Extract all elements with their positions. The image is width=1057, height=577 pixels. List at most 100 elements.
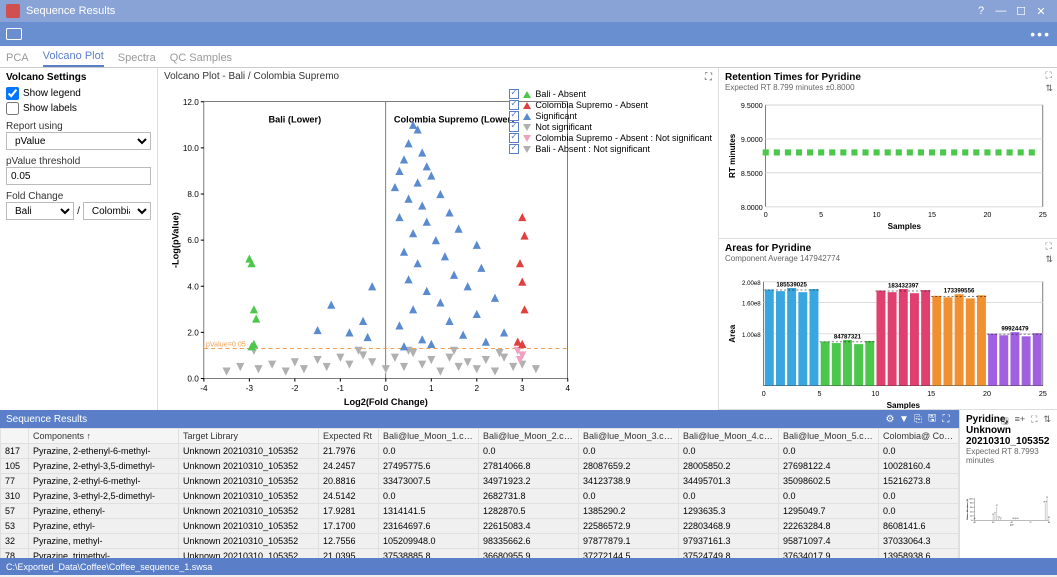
tab-volcano-plot[interactable]: Volcano Plot [43,50,104,67]
svg-text:20.0: 20.0 [970,516,974,518]
expand-icon[interactable]: ⛶ [1031,414,1037,430]
filter-icon[interactable]: ▼ [897,414,911,425]
link-icon[interactable]: ⇅ [1045,83,1053,94]
svg-text:185539025: 185539025 [776,281,807,288]
status-path: C:\Exported_Data\Coffee\Coffee_sequence_… [6,562,212,572]
volcano-legend: Bali - AbsentColombia Supremo - AbsentSi… [509,88,712,155]
expand-icon[interactable]: ⛶ [1045,241,1053,252]
col-header[interactable]: Components ↑ [29,429,179,444]
svg-text:183432397: 183432397 [888,283,919,290]
threshold-input[interactable] [6,167,151,185]
table-row[interactable]: 310Pyrazine, 3-ethyl-2,5-dimethyl-Unknow… [1,489,959,504]
settings-icon[interactable]: ⚙ [883,414,897,425]
svg-text:80: 80 [1048,517,1050,519]
col-header[interactable]: Expected Rt [319,429,379,444]
area-title: Areas for Pyridine [725,243,1051,254]
fold-b-select[interactable]: Colombia Supremo [83,202,151,220]
svg-text:10: 10 [873,211,881,219]
col-header[interactable] [1,429,29,444]
svg-text:99924479: 99924479 [1001,326,1029,333]
minimize-button[interactable]: — [991,5,1011,17]
help-button[interactable]: ? [971,5,991,17]
table-row[interactable]: 105Pyrazine, 2-ethyl-3,5-dimethyl-Unknow… [1,459,959,474]
svg-text:20: 20 [983,390,991,398]
legend-item[interactable]: Colombia Supremo - Absent : Not signific… [509,133,712,143]
fold-change-label: Fold Change [6,191,151,202]
svg-text:62 63 64: 62 63 64 [1012,518,1018,520]
svg-text:79: 79 [1046,497,1048,499]
svg-text:70: 70 [1029,522,1032,524]
list-icon[interactable]: ≡+ [1015,414,1026,430]
svg-text:4: 4 [565,384,570,393]
spectrum-panel: Pyridine, Unknown 20210310_105352 Expect… [960,410,1057,558]
table-row[interactable]: 57Pyrazine, ethenyl-Unknown 20210310_105… [1,504,959,519]
col-header[interactable]: Colombia@ Colombia r [879,429,959,444]
svg-text:0: 0 [764,211,768,219]
export-icon[interactable]: 🖫 [925,411,939,428]
svg-text:m/z: m/z [1010,525,1014,527]
col-header[interactable]: Bali@lue_Moon_4.cdf Bali [679,429,779,444]
legend-item[interactable]: Bali - Absent [509,89,712,99]
svg-text:40.0: 40.0 [970,511,974,513]
svg-text:2.0: 2.0 [187,328,199,337]
tab-spectra[interactable]: Spectra [118,52,156,67]
sequence-results-panel: Sequence Results ⚙ ▼ ⎘ 🖫 ⛶ Components ↑T… [0,410,960,558]
fold-a-select[interactable]: Bali [6,202,74,220]
table-row[interactable]: 817Pyrazine, 2-ethenyl-6-methyl-Unknown … [1,444,959,459]
legend-item[interactable]: Significant [509,111,712,121]
col-header[interactable]: Bali@lue_Moon_2.cdf Bali [479,429,579,444]
seq-header: Sequence Results [6,414,87,425]
report-using-select[interactable]: pValue [6,132,151,150]
svg-text:173399556: 173399556 [944,288,975,295]
col-header[interactable]: Bali@lue_Moon_3.cdf Bali [579,429,679,444]
rt-sub: Expected RT 8.799 minutes ±0.8000 [725,83,1051,92]
area-panel: Areas for Pyridine Component Average 147… [719,239,1057,410]
svg-text:Samples: Samples [887,401,921,410]
legend-item[interactable]: Colombia Supremo - Absent [509,100,712,110]
maximize-button[interactable]: ☐ [1011,5,1031,18]
svg-text:100.0: 100.0 [969,498,974,500]
tab-pca[interactable]: PCA [6,52,29,67]
svg-text:50: 50 [992,514,994,516]
volcano-title: Volcano Plot - Bali / Colombia Supremo [158,68,718,85]
show-legend-checkbox[interactable]: Show legend [6,87,151,100]
col-header[interactable]: Bali@lue_Moon_1.cdf Bali [379,429,479,444]
copy-icon[interactable]: ⎘ [911,414,925,425]
spectrum-chart[interactable]: 0.020.040.060.080.0100.04050607080405051… [966,469,1051,554]
link-icon[interactable]: ⇅ [1045,254,1053,265]
svg-text:54: 54 [1000,518,1002,520]
svg-text:5: 5 [819,211,823,219]
expand-icon[interactable]: ⛶ [1045,70,1053,81]
legend-item[interactable]: Bali - Absent : Not significant [509,144,712,154]
link-icon[interactable]: ⇅ [1043,414,1051,430]
table-row[interactable]: 53Pyrazine, ethyl-Unknown 20210310_10535… [1,519,959,534]
area-sub: Component Average 147942774 [725,254,1051,263]
svg-text:1: 1 [429,384,434,393]
svg-text:25: 25 [1039,211,1047,219]
col-header[interactable]: Target Library [179,429,319,444]
col-header[interactable]: Bali@lue_Moon_5.cdf Bali [779,429,879,444]
more-icon[interactable]: ••• [1030,26,1051,42]
svg-text:80: 80 [1048,522,1051,524]
expand-icon[interactable]: ⛶ [939,414,953,425]
rt-chart[interactable]: 8.00008.50009.00009.50000510152025Sample… [725,94,1051,236]
svg-text:6.0: 6.0 [187,236,199,245]
svg-text:8.0: 8.0 [187,190,199,199]
legend-item[interactable]: Not significant [509,122,712,132]
show-labels-checkbox[interactable]: Show labels [6,102,151,115]
volcano-plot-panel: Volcano Plot - Bali / Colombia Supremo ⛶… [158,68,719,410]
save-icon[interactable]: 🖫 [1001,414,1009,430]
svg-text:9.5000: 9.5000 [741,102,763,110]
status-bar: C:\Exported_Data\Coffee\Coffee_sequence_… [0,558,1057,575]
open-icon[interactable] [6,28,22,40]
area-chart[interactable]: 1.00e81.60e82.00e80510152025185539025847… [725,265,1051,410]
table-row[interactable]: 78Pyrazine, trimethyl-Unknown 20210310_1… [1,549,959,559]
svg-text:-2: -2 [291,384,299,393]
table-row[interactable]: 32Pyrazine, methyl-Unknown 20210310_1053… [1,534,959,549]
expand-icon[interactable]: ⛶ [705,72,712,83]
svg-text:0: 0 [762,390,766,398]
results-table[interactable]: Components ↑Target LibraryExpected RtBal… [0,428,959,558]
close-button[interactable]: ✕ [1031,5,1051,18]
table-row[interactable]: 77Pyrazine, 2-ethyl-6-methyl-Unknown 202… [1,474,959,489]
tab-qc-samples[interactable]: QC Samples [170,52,232,67]
